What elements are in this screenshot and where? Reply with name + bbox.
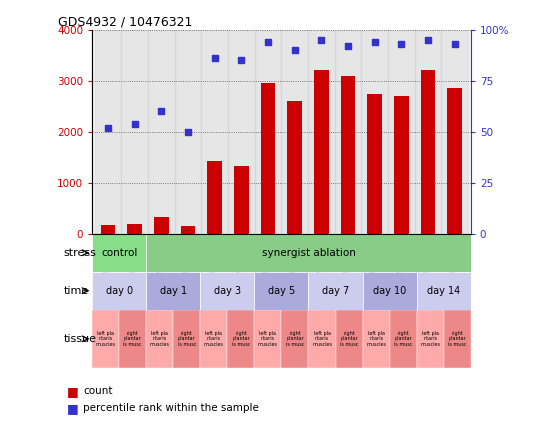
Text: GDS4932 / 10476321: GDS4932 / 10476321 [58,16,193,28]
Bar [254,310,281,368]
Bar [173,310,200,368]
Text: day 10: day 10 [373,286,406,296]
Point [317,36,325,43]
Point [104,124,112,131]
Bar [154,217,169,234]
Bar [314,71,329,234]
Point [371,38,379,45]
Text: ■: ■ [67,402,79,415]
Point [397,41,406,47]
Bar [228,310,254,368]
Bar [261,83,275,234]
Bar [201,30,228,234]
Text: left pla
ntaris
muscles: left pla ntaris muscles [204,330,224,347]
Text: synergist ablation: synergist ablation [261,248,356,258]
Point [237,57,246,63]
Text: day 14: day 14 [427,286,461,296]
Text: right
plantar
is musc: right plantar is musc [123,330,142,347]
Text: left pla
ntaris
muscles: left pla ntaris muscles [312,330,332,347]
Bar [416,272,471,310]
Bar [444,310,471,368]
Text: control: control [101,248,137,258]
Bar [421,71,435,234]
Bar [363,272,416,310]
Point [210,55,219,62]
Point [184,128,193,135]
Bar [363,310,390,368]
Text: right
plantar
is musc: right plantar is musc [178,330,196,347]
Bar [92,272,146,310]
Bar [92,234,146,272]
Bar [254,272,308,310]
Bar [308,310,336,368]
Text: day 1: day 1 [160,286,187,296]
Text: right
plantar
is musc: right plantar is musc [232,330,250,347]
Point [157,108,166,115]
Point [344,43,352,49]
Bar [362,30,388,234]
Bar [394,96,409,234]
Bar [101,225,116,234]
Bar [441,30,468,234]
Bar [335,30,362,234]
Text: stress: stress [63,248,96,258]
Text: right
plantar
is musc: right plantar is musc [286,330,304,347]
Text: time: time [63,286,89,296]
Bar [95,30,122,234]
Text: day 0: day 0 [105,286,133,296]
Bar [200,310,228,368]
Bar [415,30,441,234]
Bar [255,30,281,234]
Text: ■: ■ [67,385,79,398]
Text: day 7: day 7 [322,286,349,296]
Bar [122,30,148,234]
Text: count: count [83,386,113,396]
Bar [234,166,249,234]
Bar [92,310,119,368]
Text: left pla
ntaris
muscles: left pla ntaris muscles [150,330,170,347]
Text: right
plantar
is musc: right plantar is musc [394,330,413,347]
Bar [341,76,356,234]
Bar [281,310,308,368]
Text: right
plantar
is musc: right plantar is musc [448,330,466,347]
Text: tissue: tissue [63,334,96,344]
Bar [308,30,335,234]
Bar [390,310,416,368]
Bar [281,30,308,234]
Text: left pla
ntaris
muscles: left pla ntaris muscles [366,330,386,347]
Bar [181,225,195,234]
Bar [148,30,175,234]
Bar [336,310,363,368]
Bar [388,30,415,234]
Point [264,38,272,45]
Point [131,120,139,127]
Bar [146,310,173,368]
Point [450,41,459,47]
Bar [308,272,363,310]
Text: left pla
ntaris
muscles: left pla ntaris muscles [258,330,278,347]
Point [424,36,433,43]
Point [291,47,299,53]
Bar [228,30,255,234]
Bar [119,310,146,368]
Text: left pla
ntaris
muscles: left pla ntaris muscles [420,330,440,347]
Text: right
plantar
is musc: right plantar is musc [340,330,358,347]
Bar [416,310,444,368]
Text: left pla
ntaris
muscles: left pla ntaris muscles [96,330,116,347]
Bar [367,94,382,234]
Bar [448,88,462,234]
Bar [146,234,471,272]
Text: percentile rank within the sample: percentile rank within the sample [83,403,259,413]
Bar [146,272,200,310]
Text: day 5: day 5 [268,286,295,296]
Bar [200,272,254,310]
Text: day 3: day 3 [214,286,241,296]
Bar [175,30,201,234]
Bar [208,161,222,234]
Bar [287,101,302,234]
Bar [128,224,142,234]
